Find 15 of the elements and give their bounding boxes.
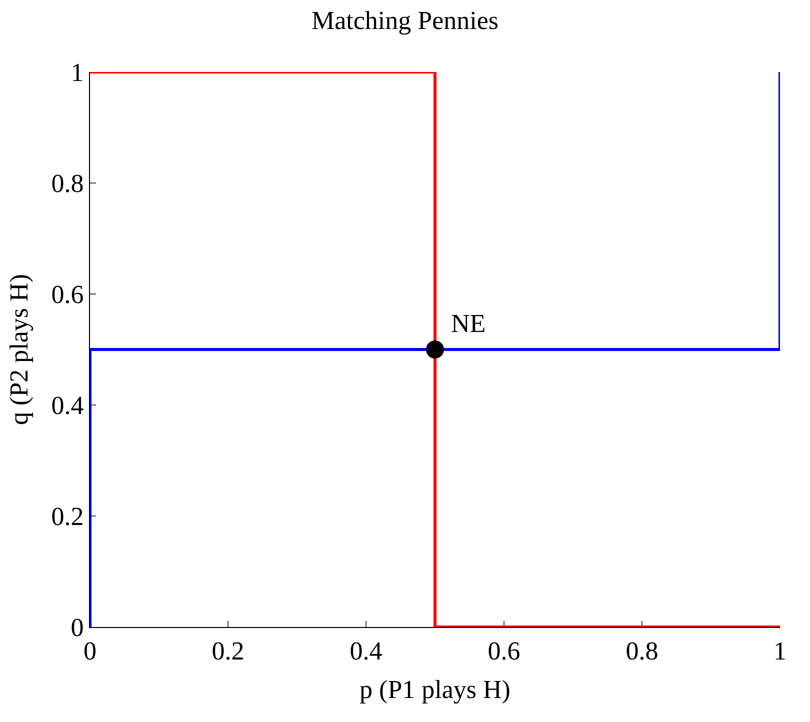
x-tick-label: 0.4	[350, 636, 382, 666]
x-axis-title: p (P1 plays H)	[360, 675, 510, 704]
y-tick-label: 0	[70, 613, 84, 642]
y-tick-label: 0.6	[51, 280, 84, 310]
annotation: NE	[451, 309, 486, 338]
x-tick-label: 0.6	[488, 636, 520, 666]
y-tick-label: 0.2	[51, 502, 84, 532]
y-tick-label: 0.4	[51, 391, 84, 420]
y-axis-title: q (P2 plays H)	[4, 274, 34, 425]
x-tick-label: 1	[774, 636, 786, 666]
y-tick-label: 0.8	[51, 169, 84, 198]
chart-title: Matching Pennies	[311, 6, 499, 36]
y-tick-label: 1	[70, 58, 84, 88]
x-tick-label: 0.2	[212, 636, 244, 666]
x-tick-label: 0.8	[626, 636, 658, 666]
